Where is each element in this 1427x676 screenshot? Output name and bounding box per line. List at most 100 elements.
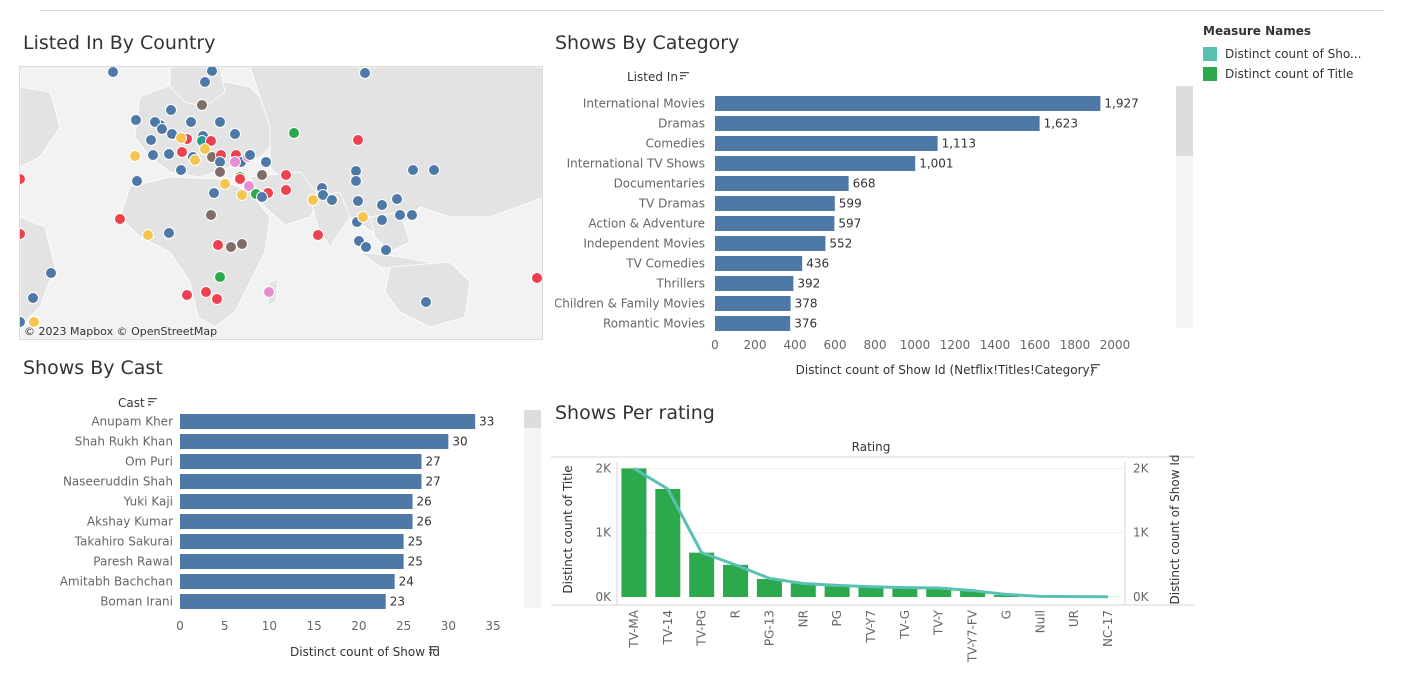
country-panel-title: Listed In By Country: [23, 32, 216, 54]
map-marker: [358, 212, 369, 223]
category-x-tick: 1800: [1060, 338, 1091, 352]
category-x-tick: 1400: [980, 338, 1011, 352]
map-marker: [392, 194, 403, 205]
cast-label: Om Puri: [125, 455, 173, 469]
cast-value-label: 23: [390, 595, 405, 609]
map-marker: [201, 287, 212, 298]
rating-x-tick: UR: [1067, 610, 1081, 627]
map-marker: [353, 135, 364, 146]
category-bar: [715, 136, 938, 151]
cast-x-tick: 35: [485, 619, 500, 633]
rating-x-tick: TV-14: [661, 610, 675, 645]
legend-swatch-green: [1203, 67, 1217, 81]
cast-label: Anupam Kher: [91, 415, 173, 429]
category-label: Dramas: [658, 117, 705, 131]
cast-value-label: 27: [426, 455, 441, 469]
cast-bar: [180, 534, 404, 549]
map-marker: [245, 150, 256, 161]
map-marker: [132, 176, 143, 187]
category-bar: [715, 256, 802, 271]
cast-value-label: 30: [452, 435, 467, 449]
category-x-tick: 1600: [1020, 338, 1051, 352]
category-bar: [715, 196, 835, 211]
measure-legend[interactable]: Measure Names Distinct count of Sho... D…: [1203, 24, 1403, 84]
sort-icon-line: [1091, 364, 1100, 365]
category-panel-title: Shows By Category: [555, 32, 739, 54]
map-marker: [264, 287, 275, 298]
map-marker: [308, 195, 319, 206]
category-scrollbar[interactable]: [1176, 86, 1193, 328]
rating-header: Rating: [852, 440, 891, 454]
map-canvas[interactable]: © 2023 Mapbox © OpenStreetMap: [20, 67, 543, 340]
map-marker: [146, 135, 157, 146]
map-marker: [46, 268, 57, 279]
map-marker: [131, 115, 142, 126]
map-marker: [197, 100, 208, 111]
cast-bar: [180, 554, 404, 569]
cast-scrollbar[interactable]: [524, 410, 541, 608]
cast-x-tick: 0: [176, 619, 184, 633]
cast-label: Akshay Kumar: [87, 515, 173, 529]
map-marker: [108, 67, 119, 78]
cast-label: Takahiro Sakurai: [74, 535, 173, 549]
rating-x-tick: TV-G: [898, 610, 912, 640]
map-marker: [28, 293, 39, 304]
cast-value-label: 26: [417, 495, 432, 509]
map-marker: [377, 215, 388, 226]
legend-label: Distinct count of Sho...: [1225, 47, 1361, 61]
sort-icon-line: [680, 78, 683, 79]
sort-icon: [680, 72, 689, 79]
map-marker: [226, 242, 237, 253]
rating-y2-tick: 0K: [1133, 590, 1150, 604]
category-scroll-thumb[interactable]: [1176, 86, 1193, 156]
category-x-tick: 200: [744, 338, 767, 352]
category-value-label: 1,113: [942, 137, 976, 151]
map-marker: [395, 210, 406, 221]
sort-icon-line: [429, 646, 438, 647]
world-map[interactable]: © 2023 Mapbox © OpenStreetMap: [19, 66, 543, 340]
category-label: TV Dramas: [638, 197, 705, 211]
category-x-tick: 1000: [900, 338, 931, 352]
legend-item-title[interactable]: Distinct count of Title: [1203, 64, 1403, 84]
rating-y-tick: 1K: [595, 526, 612, 540]
cast-panel-title: Shows By Cast: [23, 357, 163, 379]
cast-axis-header: Cast: [118, 396, 145, 410]
sort-icon-line: [1091, 370, 1094, 371]
cast-scroll-thumb[interactable]: [524, 410, 541, 428]
sort-icon: [148, 398, 157, 405]
category-x-tick: 2000: [1100, 338, 1131, 352]
cast-bar: [180, 594, 386, 609]
legend-item-show-id[interactable]: Distinct count of Sho...: [1203, 44, 1403, 64]
rating-y2-tick: 2K: [1133, 461, 1150, 475]
map-marker: [235, 174, 246, 185]
map-marker: [351, 176, 362, 187]
category-value-label: 436: [806, 257, 829, 271]
category-bar: [715, 116, 1040, 131]
sort-icon-line: [680, 75, 686, 76]
map-marker: [166, 105, 177, 116]
cast-bar: [180, 494, 413, 509]
map-marker: [220, 179, 231, 190]
category-x-tick: 800: [864, 338, 887, 352]
rating-bar: [791, 584, 816, 598]
rating-x-tick: TV-MA: [627, 609, 641, 649]
map-marker: [176, 165, 187, 176]
category-label: Comedies: [646, 137, 705, 151]
category-bar: [715, 276, 793, 291]
sort-icon-line: [148, 401, 154, 402]
sort-icon: [1091, 364, 1100, 371]
map-marker: [230, 129, 241, 140]
category-value-label: 392: [797, 277, 820, 291]
cast-x-tick: 25: [396, 619, 411, 633]
cast-x-tick: 5: [221, 619, 229, 633]
map-marker: [351, 166, 362, 177]
category-bar: [715, 176, 849, 191]
map-marker: [130, 151, 141, 162]
rating-x-tick: PG: [830, 610, 844, 627]
cast-bar: [180, 434, 448, 449]
map-marker: [190, 155, 201, 166]
map-marker: [281, 185, 292, 196]
rating-bar: [621, 468, 646, 597]
